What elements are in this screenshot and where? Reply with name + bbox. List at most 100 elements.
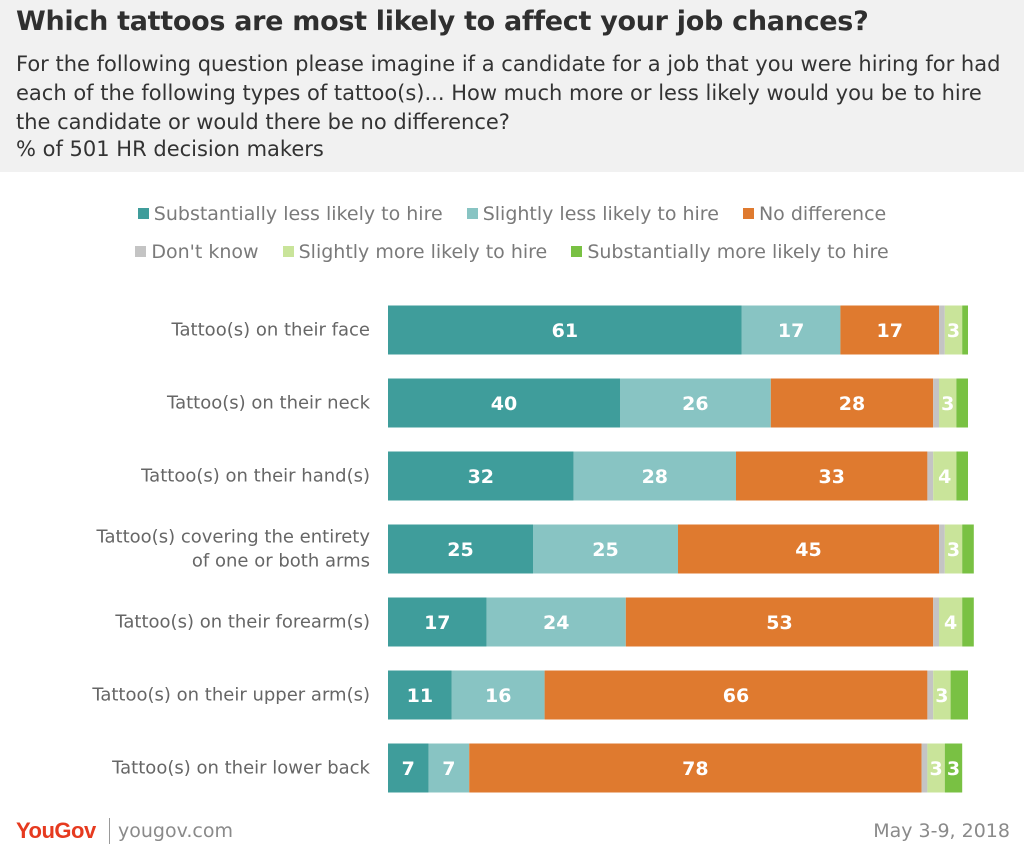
data-label: 4 <box>944 612 957 634</box>
data-label: 40 <box>491 393 517 415</box>
data-label: 25 <box>447 539 473 561</box>
category-label: Tattoo(s) on their forearm(s) <box>114 612 370 633</box>
category-label: Tattoo(s) on their lower back <box>111 758 370 779</box>
bar-segment <box>939 597 963 647</box>
bar-segment <box>956 451 968 501</box>
bar-segment <box>939 378 957 428</box>
bar-segment <box>736 451 928 501</box>
bar-segment <box>933 451 957 501</box>
category-label: Tattoo(s) on their upper arm(s) <box>91 685 370 706</box>
data-label: 45 <box>795 539 821 561</box>
sample-note: % of 501 HR decision makers <box>16 137 324 161</box>
bar-segment <box>428 743 470 793</box>
legend-item-no-difference: No difference <box>742 203 887 225</box>
bar-segment <box>927 451 934 501</box>
footer-url: yougov.com <box>118 820 233 842</box>
bar-segment <box>451 670 545 720</box>
data-label: 25 <box>592 539 618 561</box>
data-label: 78 <box>682 758 708 780</box>
data-label: 3 <box>947 539 960 561</box>
bar-segment <box>956 378 968 428</box>
bar-segment <box>933 670 951 720</box>
category-label: Tattoo(s) covering the entirety <box>95 527 370 548</box>
bar-segment <box>921 743 928 793</box>
legend-swatch <box>135 246 147 257</box>
legend-label: Don't know <box>151 241 259 263</box>
data-label: 28 <box>839 393 865 415</box>
legend-item-substantially-less: Substantially less likely to hire <box>137 203 443 225</box>
category-label: Tattoo(s) on their face <box>171 320 370 341</box>
legend-swatch <box>466 208 478 219</box>
bar-segment <box>962 597 974 647</box>
data-label: 7 <box>402 758 415 780</box>
bar-segment <box>573 451 736 501</box>
bar-segment <box>944 524 963 574</box>
chart-title: Which tattoos are most likely to affect … <box>16 6 869 37</box>
bar-segment <box>944 743 963 793</box>
data-label: 17 <box>876 320 902 342</box>
bar-segment <box>388 451 574 501</box>
data-label: 33 <box>818 466 844 488</box>
legend-item-slightly-more: Slightly more likely to hire <box>282 241 548 263</box>
bar-segment <box>620 378 771 428</box>
bar-segment <box>388 305 742 355</box>
bar-segment <box>388 378 620 428</box>
legend-label: Substantially more likely to hire <box>587 241 889 263</box>
data-label: 3 <box>947 320 960 342</box>
data-label: 61 <box>552 320 578 342</box>
bar-segment <box>625 597 934 647</box>
legend-item-dont-know: Don't know <box>135 241 259 263</box>
chart-header: Which tattoos are most likely to affect … <box>0 0 1024 172</box>
bar-segment <box>533 524 678 574</box>
bar-segment <box>469 743 922 793</box>
category-label: Tattoo(s) on their hand(s) <box>140 466 370 487</box>
bar-segment <box>927 743 945 793</box>
category-label: Tattoo(s) on their neck <box>166 393 371 414</box>
data-label: 17 <box>424 612 450 634</box>
bar-segment <box>486 597 626 647</box>
yougov-logo: YouGov <box>16 818 96 843</box>
bar-segment <box>962 305 968 355</box>
bar-segment <box>933 597 939 647</box>
data-label: 3 <box>941 393 954 415</box>
bar-segment <box>927 670 934 720</box>
legend-swatch <box>571 246 583 257</box>
bar-segment <box>933 378 939 428</box>
bar-segment <box>944 305 963 355</box>
legend-swatch <box>282 246 294 257</box>
legend-label: Slightly more likely to hire <box>298 241 548 263</box>
legend-row-2: Don't know Slightly more likely to hire … <box>0 241 1024 263</box>
data-label: 7 <box>442 758 455 780</box>
data-label: 28 <box>642 466 668 488</box>
legend-item-slightly-less: Slightly less likely to hire <box>466 203 719 225</box>
bar-segment <box>388 743 429 793</box>
bar-segment <box>950 670 968 720</box>
legend-label: Slightly less likely to hire <box>482 203 719 225</box>
data-label: 24 <box>543 612 569 634</box>
data-label: 32 <box>468 466 494 488</box>
data-label: 11 <box>407 685 433 707</box>
legend-swatch <box>137 208 149 219</box>
bar-segment <box>939 524 945 574</box>
bar-segment <box>770 378 934 428</box>
data-label: 3 <box>929 758 942 780</box>
category-label: of one or both arms <box>192 551 370 572</box>
chart-question: For the following question please imagin… <box>16 52 1001 134</box>
legend-label: No difference <box>758 203 887 225</box>
data-label: 3 <box>947 758 960 780</box>
legend-label: Substantially less likely to hire <box>153 203 443 225</box>
legend-swatch <box>742 208 754 219</box>
bar-segment <box>678 524 939 574</box>
data-label: 26 <box>682 393 708 415</box>
bar-segment <box>962 524 974 574</box>
bar-segment <box>840 305 939 355</box>
data-label: 53 <box>766 612 792 634</box>
bar-segment <box>544 670 928 720</box>
footer-divider <box>109 818 110 844</box>
bar-segment <box>388 524 533 574</box>
stacked-bar-chart: Tattoo(s) on their face 61 17 17 3 Tattoo(s) … <box>91 305 974 793</box>
bar-segment <box>388 670 452 720</box>
data-label: 16 <box>485 685 511 707</box>
data-label: 4 <box>938 466 951 488</box>
data-label: 66 <box>723 685 749 707</box>
